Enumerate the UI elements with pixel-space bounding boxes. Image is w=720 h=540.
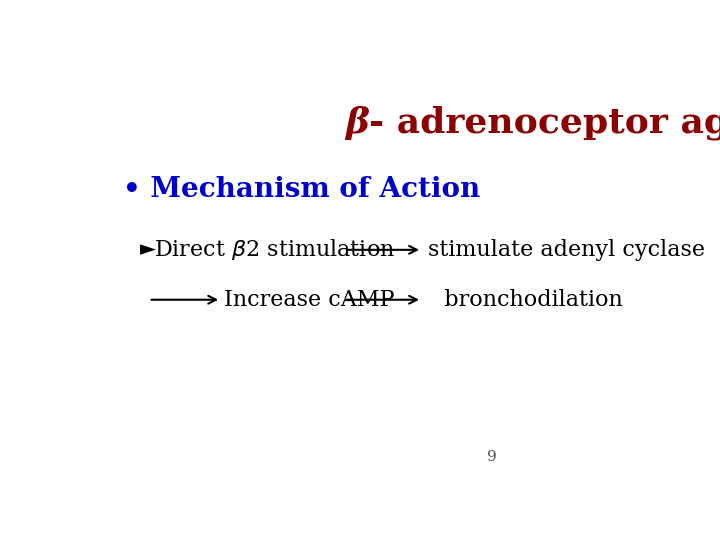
Text: • Mechanism of Action: • Mechanism of Action (124, 176, 481, 203)
Text: ►: ► (140, 240, 156, 259)
Text: stimulate adenyl cyclase: stimulate adenyl cyclase (428, 239, 705, 261)
Text: Increase cAMP: Increase cAMP (224, 289, 395, 310)
Text: 9: 9 (487, 450, 497, 464)
Text: β: β (345, 106, 369, 140)
Text: - adrenoceptor agonists: - adrenoceptor agonists (369, 106, 720, 140)
Text: bronchodilation: bronchodilation (431, 289, 623, 310)
Text: Direct $\beta$2 stimulation: Direct $\beta$2 stimulation (154, 238, 395, 262)
